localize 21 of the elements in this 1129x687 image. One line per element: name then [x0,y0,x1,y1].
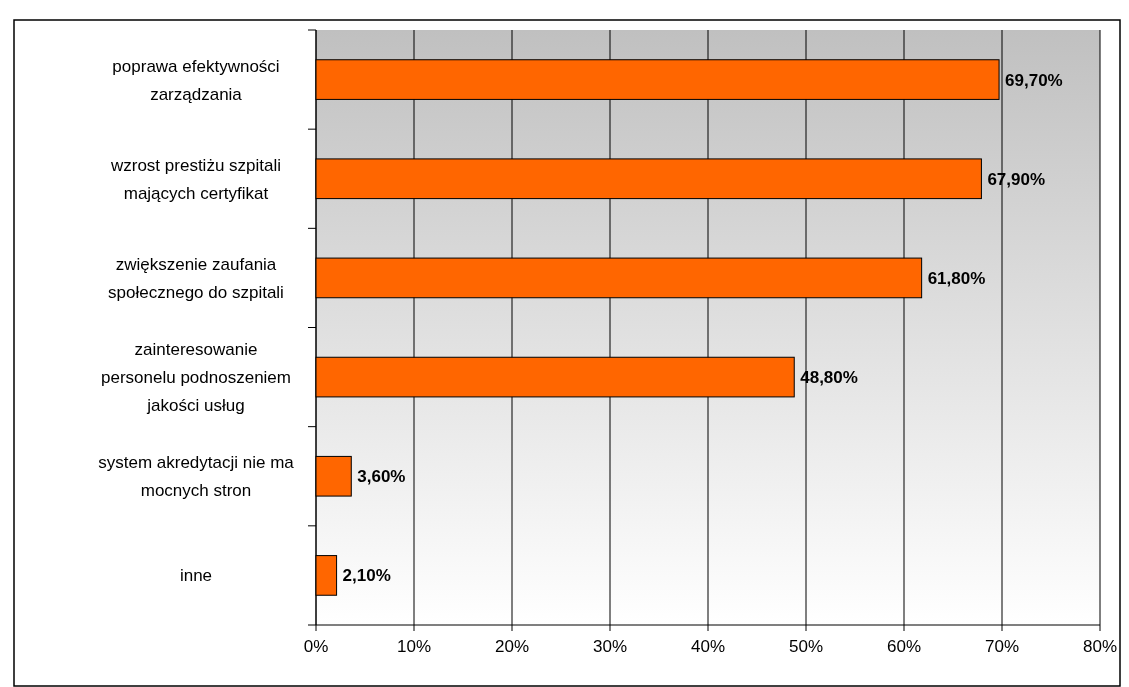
data-label: 48,80% [800,368,858,388]
y-tick-label: zainteresowanie personelu podnoszeniem jakości usług [101,340,291,416]
data-label: 2,10% [342,566,391,586]
data-label: 61,80% [927,268,986,288]
x-tick-label: 20% [494,637,530,656]
data-label: 69,70% [1005,70,1063,90]
x-tick-label: 40% [690,637,726,656]
x-tick-label: 0% [303,637,329,656]
x-tick-label: 80% [1082,637,1118,656]
data-label: 67,90% [987,169,1046,189]
x-tick-label: 10% [396,637,432,656]
y-tick-label: inne [179,566,213,586]
data-label: 3,60% [357,467,406,487]
y-tick-label: wzrost prestiżu szpitali mających certyfikat [109,155,282,203]
x-tick-label: 50% [788,637,824,656]
x-tick-label: 70% [984,637,1020,656]
y-tick-label: system akredytacji nie ma mocnych stron [98,453,295,501]
x-tick-label: 60% [886,637,922,656]
y-tick-label: zwiększenie zaufania społecznego do szpitali [108,254,284,302]
x-tick-label: 30% [592,637,628,656]
y-tick-label: poprawa efektywności zarządzania [112,56,280,104]
